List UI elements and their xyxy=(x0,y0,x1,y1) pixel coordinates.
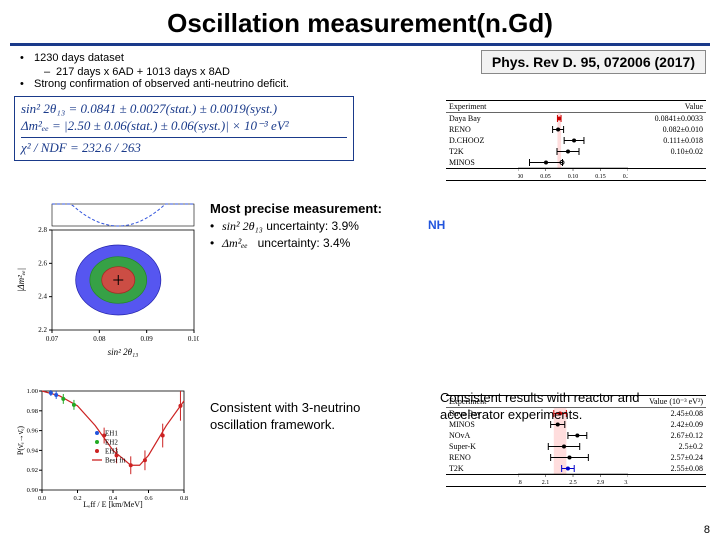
svg-text:0.2: 0.2 xyxy=(73,495,81,502)
precise-line2: Δm²ₑₑ uncertainty: 3.4% xyxy=(210,235,415,252)
page-title: Oscillation measurement(n.Gd) xyxy=(0,0,720,43)
svg-text:2.5: 2.5 xyxy=(569,480,577,486)
svg-text:1.00: 1.00 xyxy=(27,388,38,395)
svg-text:P(ν̄ₑ→ν̄ₑ): P(ν̄ₑ→ν̄ₑ) xyxy=(16,426,25,455)
nh-label: NH xyxy=(428,218,445,232)
svg-text:0.90: 0.90 xyxy=(27,487,38,494)
bullet-2: Strong confirmation of observed anti-neu… xyxy=(20,78,700,90)
precision-summary: Most precise measurement: sin² 2θ₁₃ unce… xyxy=(210,200,415,252)
svg-text:EH2: EH2 xyxy=(105,439,118,447)
eq-chi2: χ² / NDF = 232.6 / 263 xyxy=(21,137,347,156)
svg-text:2.1: 2.1 xyxy=(542,480,550,486)
svg-text:0.08: 0.08 xyxy=(93,335,106,343)
text-3nu: Consistent with 3-neutrino oscillation f… xyxy=(210,400,375,434)
svg-text:|Δm²ₑₑ|: |Δm²ₑₑ| xyxy=(16,268,26,292)
text-consistent: Consistent results with reactor and acce… xyxy=(440,390,690,424)
svg-text:0.05: 0.05 xyxy=(540,174,551,180)
svg-text:3.2: 3.2 xyxy=(624,480,628,486)
svg-text:0.00: 0.00 xyxy=(518,174,523,180)
page-number: 8 xyxy=(704,524,710,536)
title-rule xyxy=(10,43,710,46)
svg-text:0.10: 0.10 xyxy=(188,335,199,343)
svg-text:Best fit: Best fit xyxy=(105,457,125,465)
svg-text:0.0: 0.0 xyxy=(38,495,46,502)
tbl1-h3: Value xyxy=(623,101,707,113)
svg-text:0.20: 0.20 xyxy=(623,174,628,180)
reference-box: Phys. Rev D. 95, 072006 (2017) xyxy=(481,50,706,74)
svg-text:0.8: 0.8 xyxy=(180,495,188,502)
svg-text:1.8: 1.8 xyxy=(518,480,522,486)
svg-text:0.09: 0.09 xyxy=(141,335,154,343)
svg-text:sin² 2θ₁₃: sin² 2θ₁₃ xyxy=(108,347,139,357)
oscillation-plot: EH1EH2EH3Best fit 0.90 0.92 0.94 0.96 0.98 1.0… xyxy=(14,385,189,510)
svg-text:Lₑff / E [km/MeV]: Lₑff / E [km/MeV] xyxy=(83,500,143,509)
contour-plot: 0.07 0.08 0.09 0.10 2.2 2.4 2.6 2.8 sin² 2θ₁₃ |Δm… xyxy=(14,200,199,360)
tbl1-h1: Experiment xyxy=(446,101,513,113)
precise-head: Most precise measurement: xyxy=(210,200,415,218)
svg-text:EH1: EH1 xyxy=(105,430,118,438)
svg-text:2.4: 2.4 xyxy=(38,293,47,301)
svg-text:EH3: EH3 xyxy=(105,448,118,456)
precise-line1: sin² 2θ₁₃ uncertainty: 3.9% xyxy=(210,218,415,235)
svg-text:0.98: 0.98 xyxy=(27,408,38,415)
svg-text:2.6: 2.6 xyxy=(38,259,47,267)
svg-text:0.6: 0.6 xyxy=(144,495,153,502)
table-sin2theta: ExperimentValue Daya Bay0.0841±0.0033REN… xyxy=(446,100,706,181)
svg-text:0.10: 0.10 xyxy=(568,174,579,180)
eq-sin2theta: sin² 2θ₁₃ = 0.0841 ± 0.0027(stat.) ± 0.0… xyxy=(21,101,347,117)
svg-text:0.15: 0.15 xyxy=(595,174,606,180)
equation-box: sin² 2θ₁₃ = 0.0841 ± 0.0027(stat.) ± 0.0… xyxy=(14,96,354,161)
svg-text:0.94: 0.94 xyxy=(27,447,39,454)
svg-text:2.8: 2.8 xyxy=(38,226,47,234)
svg-text:0.07: 0.07 xyxy=(46,335,59,343)
eq-dm2ee: Δm²ₑₑ = |2.50 ± 0.06(stat.) ± 0.06(syst.… xyxy=(21,118,347,134)
svg-text:0.96: 0.96 xyxy=(27,428,39,435)
svg-text:2.2: 2.2 xyxy=(38,326,47,334)
svg-text:2.9: 2.9 xyxy=(597,480,605,486)
svg-text:0.92: 0.92 xyxy=(27,467,38,474)
